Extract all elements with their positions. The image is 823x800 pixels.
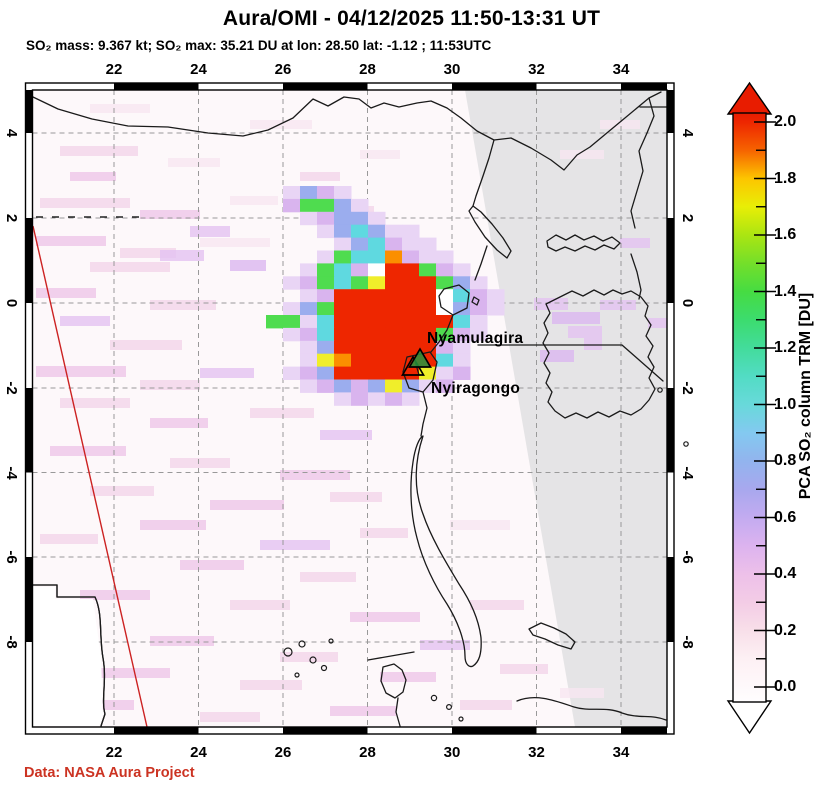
lon-tick-top: 22 [105,61,123,78]
lake-rukwa [528,622,576,650]
lake-kyoga [546,234,621,252]
lon-tick-bottom: 22 [105,744,123,761]
lon-tick-bottom: 34 [612,744,630,761]
lat-tick-left: 4 [3,128,20,138]
lat-tick-right: -4 [679,465,696,480]
no-data-swath-region [465,90,667,727]
data-credit: Data: NASA Aura Project [24,765,195,781]
colorbar [726,81,776,735]
lat-tick-left: -6 [3,550,20,564]
colorbar-tick-label: 2.0 [774,113,797,130]
lake-victoria [542,289,656,419]
colorbar-tick-label: 1.2 [774,339,797,356]
lat-tick-right: 2 [679,213,696,223]
border-kivu-tanganyika [420,391,428,437]
colorbar-tick-label: 0.6 [774,508,797,526]
lat-tick-left: -4 [3,465,20,480]
volcano-label-nyiragongo: Nyiragongo [431,380,521,397]
volcano-label-nyamulagira: Nyamulagira [427,330,524,347]
colorbar-tick-label: 1.6 [774,226,797,243]
colorbar-gradient [732,112,767,703]
figure-title: Aura/OMI - 04/12/2025 11:50-13:31 UT [222,7,601,30]
lat-tick-left: 2 [3,213,20,223]
lon-tick-top: 34 [612,61,630,78]
lat-tick-left: -8 [3,635,20,649]
colorbar-tick-label: 0.4 [774,565,797,582]
lake-george [471,296,480,306]
volcano-marker-nyamulagira [408,347,432,368]
lake-mweru [380,663,407,727]
uganda-east-border [630,97,655,300]
lon-tick-bottom: 28 [359,744,376,761]
so2-plume-pixels [266,186,505,406]
colorbar-tick-label: 0.8 [774,452,797,469]
border-lat1s [477,344,664,382]
lake-albert [468,205,512,259]
so2-noise-streaks [36,104,668,722]
colorbar-arrow-down [726,700,773,735]
border-edward-kivu [430,314,454,353]
lon-tick-top: 28 [359,61,376,78]
lat-tick-right: -2 [679,381,696,395]
colorbar-arrow-up [726,81,773,115]
lon-tick-bottom: 30 [443,744,461,761]
lat-tick-right: 0 [679,298,696,308]
southern-coast [516,697,667,721]
lon-tick-top: 30 [443,61,461,78]
colorbar-tick-label: 1.4 [774,282,797,300]
lon-tick-bottom: 26 [274,744,292,761]
lon-tick-bottom: 32 [528,744,545,761]
colorbar-tick-label: 0.0 [774,678,797,695]
lon-tick-top: 26 [274,61,292,78]
figure-subtitle: SO₂ mass: 9.367 kt; SO₂ max: 35.21 DU at… [26,38,492,53]
no-data-corner [33,587,103,726]
lon-tick-top: 32 [528,61,545,78]
lon-tick-bottom: 24 [190,744,207,761]
lat-tick-left: -2 [3,381,20,395]
western-border-line [33,584,106,727]
colorbar-tick-label: 0.2 [774,621,797,639]
orbit-edge-line [32,225,148,728]
map-frame [24,82,675,735]
lake-albert-branch [472,139,495,207]
border-zambia [367,651,415,661]
border-below-albert [474,245,488,281]
lon-tick-top: 24 [190,61,207,78]
northern-border [32,91,662,171]
colorbar-tick-label: 1.0 [774,395,797,413]
lat-tick-right: 4 [679,128,696,138]
lat-tick-right: -8 [679,635,696,649]
lake-tanganyika [410,435,482,668]
colorbar-tick-label: 1.8 [774,169,797,187]
lat-tick-right: -6 [679,550,696,564]
lake-edward [438,284,470,316]
lat-tick-left: 0 [3,298,20,308]
